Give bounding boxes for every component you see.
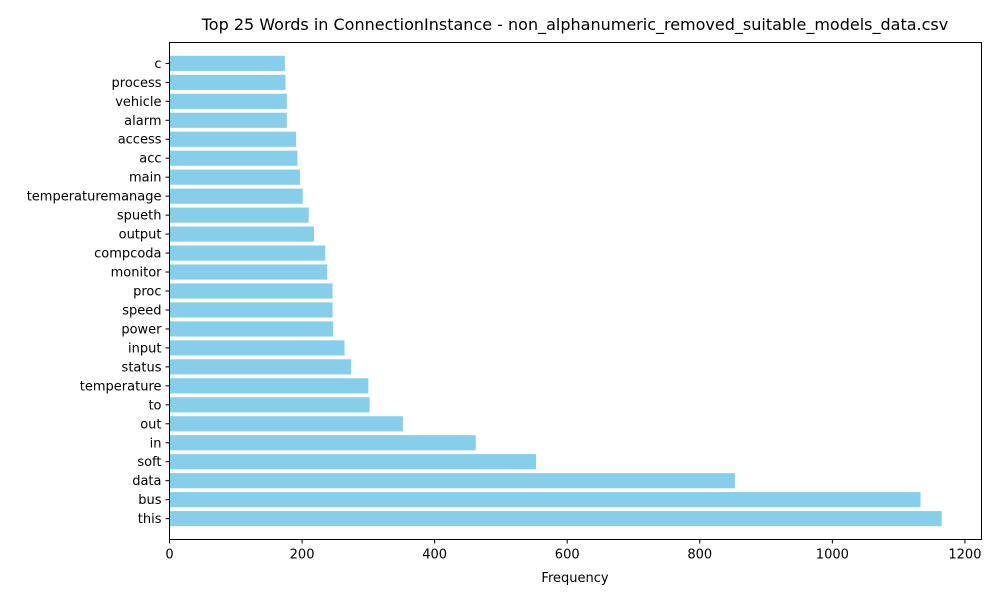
bar-power: [169, 321, 334, 337]
x-tick-label-600: 600: [555, 548, 580, 563]
bar-output: [169, 226, 315, 242]
y-tick-label-out: out: [140, 417, 161, 432]
y-tick-label-to: to: [148, 398, 161, 413]
y-tick-label-output: output: [119, 228, 162, 243]
bar-vehicle: [169, 93, 287, 109]
x-axis-ticks: 0 200 400 600 800 1000 1200: [165, 539, 981, 563]
bar-to: [169, 397, 370, 413]
bar-compcoda: [169, 245, 326, 261]
y-tick-label-vehicle: vehicle: [115, 95, 161, 110]
bar-bus: [169, 492, 921, 508]
x-tick-label-1000: 1000: [816, 548, 849, 563]
y-tick-label-monitor: monitor: [111, 266, 163, 281]
bar-temperature: [169, 378, 369, 394]
y-tick-label-spueth: spueth: [117, 209, 162, 224]
y-axis-ticks: this bus data soft in out to temperature status i…: [27, 57, 170, 527]
y-tick-label-main: main: [129, 171, 161, 186]
y-tick-label-data: data: [132, 474, 161, 489]
chart-title: Top 25 Words in ConnectionInstance - non…: [201, 15, 948, 35]
bar-spueth: [169, 207, 309, 223]
y-tick-label-process: process: [112, 76, 162, 91]
y-tick-label-input: input: [128, 341, 161, 356]
y-tick-label-speed: speed: [122, 303, 161, 318]
y-tick-label-soft: soft: [137, 455, 161, 470]
x-tick-label-200: 200: [290, 548, 315, 563]
bar-in: [169, 435, 476, 451]
y-tick-label-power: power: [121, 322, 162, 337]
x-tick-label-400: 400: [422, 548, 447, 563]
bar-c: [169, 55, 285, 71]
y-tick-label-alarm: alarm: [124, 114, 161, 129]
plot-frame: [169, 42, 982, 540]
bar-status: [169, 359, 352, 375]
x-axis-label: Frequency: [541, 571, 608, 586]
y-tick-label-access: access: [118, 133, 162, 148]
bar-acc: [169, 150, 298, 166]
bar-access: [169, 131, 297, 147]
bar-speed: [169, 302, 333, 318]
bar-monitor: [169, 264, 328, 280]
bar-out: [169, 416, 403, 432]
y-tick-label-in: in: [150, 436, 162, 451]
bars-group: [169, 55, 942, 527]
y-tick-label-temperature: temperature: [80, 379, 162, 394]
y-tick-label-proc: proc: [133, 285, 161, 300]
bar-alarm: [169, 112, 287, 128]
x-tick-label-800: 800: [687, 548, 712, 563]
bar-input: [169, 340, 345, 356]
y-tick-label-temperaturemanage: temperaturemanage: [27, 190, 162, 205]
y-tick-label-status: status: [122, 360, 162, 375]
y-tick-label-acc: acc: [139, 152, 161, 167]
bar-proc: [169, 283, 333, 299]
bar-data: [169, 473, 735, 489]
bar-this: [169, 511, 942, 527]
bar-process: [169, 74, 286, 90]
y-tick-label-bus: bus: [138, 493, 161, 508]
y-tick-label-c: c: [154, 57, 161, 72]
x-tick-label-0: 0: [165, 548, 173, 563]
bar-main: [169, 169, 301, 185]
bar-temperaturemanage: [169, 188, 303, 204]
bar-soft: [169, 454, 537, 470]
y-tick-label-compcoda: compcoda: [94, 247, 161, 262]
x-tick-label-1200: 1200: [948, 548, 981, 563]
y-tick-label-this: this: [138, 512, 162, 527]
